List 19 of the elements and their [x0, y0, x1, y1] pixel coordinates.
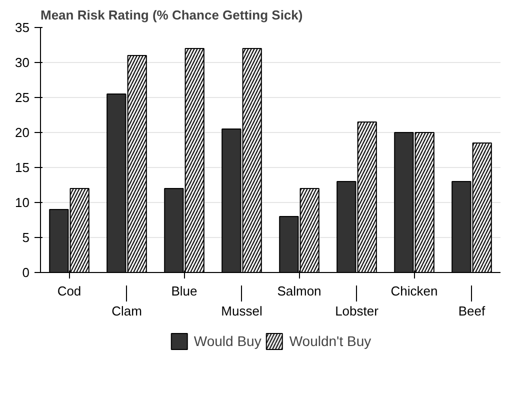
x-tick-label: Clam [112, 304, 142, 318]
y-tick-label: 0 [22, 265, 30, 280]
x-tick-label: Mussel [221, 304, 262, 318]
chart-title: Mean Risk Rating (% Chance Getting Sick) [40, 8, 303, 22]
legend-label: Wouldn't Buy [289, 333, 372, 349]
y-tick-label: 5 [22, 230, 30, 245]
x-tick-label: Lobster [335, 304, 380, 318]
y-tick-label: 20 [15, 125, 30, 140]
y-tick-label: 15 [15, 160, 30, 175]
x-tick-label: Chicken [390, 284, 438, 298]
x-tick-label: Blue [171, 284, 198, 298]
x-tick-label: Beef [458, 304, 486, 318]
y-tick-label: 10 [15, 195, 30, 210]
x-tick-label: Cod [57, 284, 82, 298]
y-tick-label: 25 [15, 90, 30, 105]
y-tick-label: 35 [15, 20, 30, 35]
y-tick-label: 30 [15, 55, 30, 70]
legend-label: Would Buy [194, 333, 262, 349]
x-tick-label: Salmon [277, 284, 322, 298]
